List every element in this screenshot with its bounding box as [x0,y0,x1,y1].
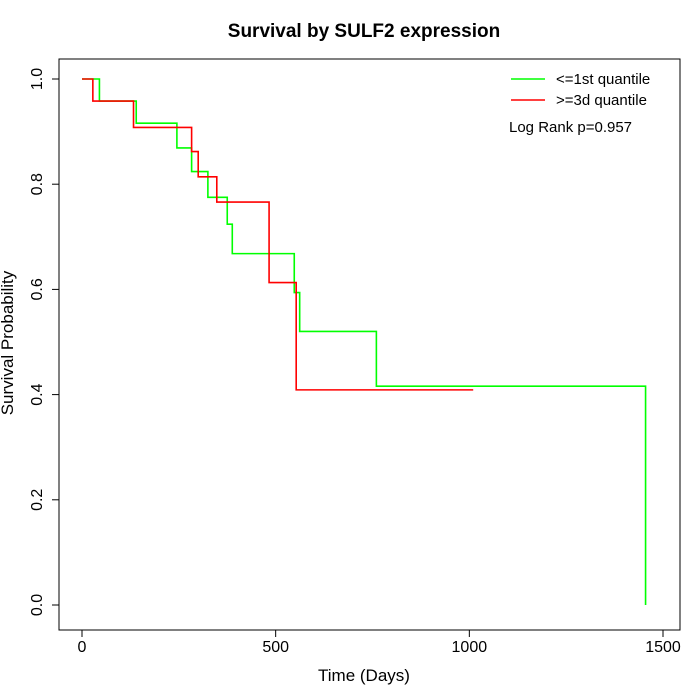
legend-label: >=3d quantile [556,92,647,109]
series-line-1 [82,78,647,605]
legend: <=1st quantile >=3d quantile [511,71,650,109]
chart-title: Survival by SULF2 expression [228,21,500,42]
x-axis-label: Time (Days) [318,666,410,685]
x-axis: 0 500 1000 1500 [78,629,681,656]
y-tick-label: 0.2 [29,489,46,511]
y-axis-label: Survival Probability [0,270,17,415]
y-tick-label: 0.6 [29,278,46,300]
plot-frame [58,58,681,631]
y-tick-label: 0.4 [29,383,46,405]
series-line-2 [82,78,474,391]
y-tick-label: 1.0 [29,68,46,90]
y-tick-label: 0.8 [29,173,46,195]
log-rank-annotation: Log Rank p=0.957 [509,119,632,136]
x-tick-label: 1500 [645,639,681,656]
x-tick-label: 1000 [452,639,488,656]
x-tick-label: 500 [262,639,289,656]
legend-label: <=1st quantile [556,71,650,88]
series-layer [82,78,647,605]
y-axis: 0.0 0.2 0.4 0.6 0.8 1.0 [29,68,60,616]
x-tick-label: 0 [78,639,87,656]
y-tick-label: 0.0 [29,594,46,616]
